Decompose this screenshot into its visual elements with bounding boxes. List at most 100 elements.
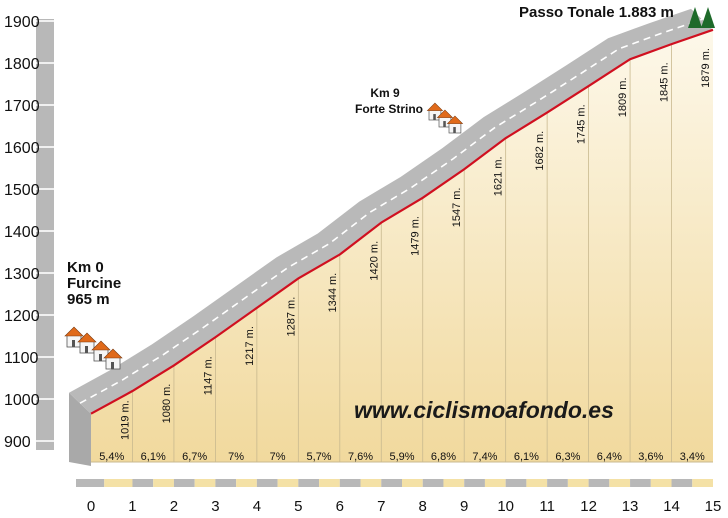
x-bar-yellow bbox=[567, 479, 589, 487]
start-km-label: Km 0 bbox=[67, 259, 104, 276]
side-wall-face bbox=[69, 392, 91, 466]
house-roof bbox=[426, 102, 444, 111]
y-tick-label: 900 bbox=[4, 434, 31, 451]
x-tick-label: 6 bbox=[336, 498, 344, 515]
side-wall bbox=[69, 392, 91, 466]
house-roof bbox=[77, 332, 97, 343]
gradient-labels: 5,4% 6,1% 6,7% 7% 7% 5,7% 7,6% 5,9% 6,8% 7,4% 6,1%… bbox=[99, 451, 705, 463]
house-door bbox=[433, 114, 436, 120]
x-bar-yellow bbox=[360, 479, 382, 487]
y-tick-label: 1800 bbox=[4, 56, 40, 73]
elevation-label: 1147 m. bbox=[202, 356, 214, 395]
gradient-label: 7% bbox=[270, 451, 286, 463]
y-axis-bar-tick bbox=[36, 356, 54, 358]
y-axis-bar-tick bbox=[36, 104, 54, 106]
elevation-label: 1479 m. bbox=[410, 216, 422, 256]
elevation-label: 1745 m. bbox=[576, 104, 588, 144]
y-axis-bar-tick bbox=[36, 398, 54, 400]
x-bar-grey bbox=[256, 479, 278, 487]
road-band-fill bbox=[69, 8, 713, 414]
x-bar-yellow bbox=[692, 479, 713, 487]
x-bar-grey bbox=[630, 479, 651, 487]
x-bar-grey bbox=[547, 479, 568, 487]
x-tick-label: 7 bbox=[377, 498, 385, 515]
x-bar-grey bbox=[464, 479, 485, 487]
x-tick-label: 3 bbox=[211, 498, 219, 515]
profile-fill bbox=[91, 29, 713, 463]
house-door bbox=[72, 340, 75, 347]
y-axis-bar-tick bbox=[36, 314, 54, 316]
y-tick-label: 1600 bbox=[4, 140, 40, 157]
y-tick-label: 1500 bbox=[4, 182, 40, 199]
x-bar-yellow bbox=[484, 479, 506, 487]
house-door bbox=[99, 354, 102, 361]
y-axis-bar-tick bbox=[36, 146, 54, 148]
house-icon bbox=[64, 326, 84, 348]
y-tick-label: 1100 bbox=[4, 350, 39, 367]
gradient-label: 7,6% bbox=[348, 451, 373, 463]
x-tick-label: 8 bbox=[419, 498, 427, 515]
house-roof bbox=[436, 109, 454, 118]
y-axis-bar-fill bbox=[36, 19, 54, 450]
gradient-label: 7% bbox=[228, 451, 244, 463]
elevation-label: 1420 m. bbox=[368, 241, 380, 281]
gradient-label: 6,1% bbox=[514, 451, 539, 463]
gradient-label: 3,6% bbox=[638, 451, 663, 463]
tree-icon bbox=[701, 7, 715, 28]
x-tick-label: 14 bbox=[663, 498, 680, 515]
y-axis-bar-tick bbox=[36, 20, 54, 22]
house-icon bbox=[446, 115, 464, 134]
elevation-label: 1287 m. bbox=[285, 297, 297, 337]
house-icon bbox=[77, 332, 97, 354]
gradient-label: 6,8% bbox=[431, 451, 456, 463]
x-bar-grey bbox=[173, 479, 195, 487]
y-tick-labels: 900 1000 1100 1200 1300 1400 1500 1600 1700 1800 1… bbox=[4, 14, 40, 451]
start-place-label: Furcine bbox=[67, 275, 121, 292]
y-axis-bar-tick bbox=[36, 62, 54, 64]
x-tick-label: 12 bbox=[580, 498, 597, 515]
x-tick-label: 2 bbox=[170, 498, 178, 515]
x-bar-grey bbox=[298, 479, 320, 487]
x-bar-grey bbox=[132, 479, 154, 487]
house-roof bbox=[91, 340, 111, 351]
x-axis-bar bbox=[76, 479, 713, 487]
y-tick-label: 1400 bbox=[4, 224, 40, 241]
x-bar-yellow bbox=[153, 479, 174, 487]
elevation-label: 1344 m. bbox=[327, 273, 339, 313]
house-door bbox=[111, 362, 114, 369]
x-bar-yellow bbox=[443, 479, 465, 487]
elevation-label: 1019 m. bbox=[119, 400, 131, 440]
x-bar-grey bbox=[339, 479, 361, 487]
y-tick-label: 1700 bbox=[4, 98, 40, 115]
x-bar-yellow bbox=[319, 479, 340, 487]
x-bar-yellow bbox=[609, 479, 631, 487]
house-door bbox=[453, 127, 456, 133]
elevation-label: 1845 m. bbox=[659, 62, 671, 102]
x-bar-yellow bbox=[402, 479, 423, 487]
x-bar-grey bbox=[505, 479, 527, 487]
gradient-label: 5,7% bbox=[307, 451, 332, 463]
y-axis-bar bbox=[36, 19, 54, 450]
x-tick-label: 0 bbox=[87, 498, 95, 515]
x-bar-grey bbox=[588, 479, 610, 487]
elevation-label: 1809 m. bbox=[617, 77, 629, 117]
road-band bbox=[69, 8, 713, 414]
x-bar-grey bbox=[215, 479, 237, 487]
y-tick-label: 1000 bbox=[4, 392, 40, 409]
road-centerline bbox=[79, 18, 703, 404]
house-icon bbox=[103, 348, 123, 370]
watermark: www.ciclismoafondo.es bbox=[354, 397, 614, 423]
gradient-label: 6,4% bbox=[597, 451, 622, 463]
gradient-label: 6,7% bbox=[182, 451, 207, 463]
house-roof bbox=[103, 348, 123, 359]
x-tick-label: 10 bbox=[497, 498, 514, 515]
x-bar-grey bbox=[671, 479, 693, 487]
x-tick-label: 13 bbox=[622, 498, 639, 515]
x-bar-yellow bbox=[104, 479, 133, 487]
x-bar-yellow bbox=[526, 479, 548, 487]
house-door bbox=[85, 346, 88, 353]
y-tick-label: 1300 bbox=[4, 266, 40, 283]
tree-icon bbox=[688, 7, 702, 28]
elevation-label: 1217 m. bbox=[244, 326, 256, 366]
